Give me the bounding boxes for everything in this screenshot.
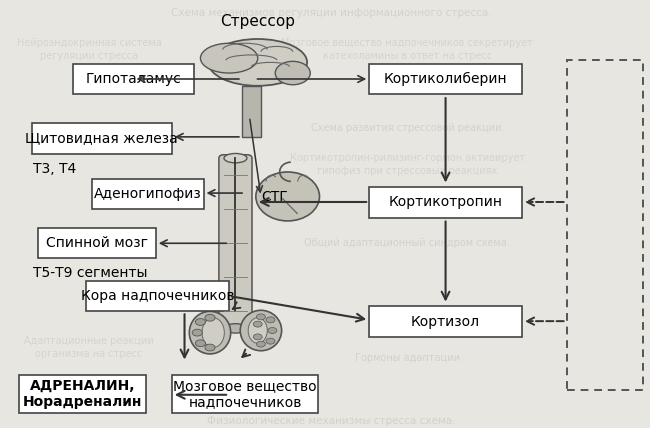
Text: Стрессор: Стрессор	[220, 14, 295, 29]
FancyBboxPatch shape	[172, 375, 318, 413]
Circle shape	[196, 340, 205, 347]
Circle shape	[266, 338, 275, 344]
Text: Кортизол: Кортизол	[411, 315, 480, 329]
Circle shape	[192, 329, 202, 336]
FancyBboxPatch shape	[369, 64, 522, 94]
Circle shape	[266, 317, 275, 323]
Circle shape	[257, 341, 265, 347]
Text: Спинной мозг: Спинной мозг	[46, 236, 148, 250]
FancyBboxPatch shape	[242, 86, 261, 137]
Ellipse shape	[224, 324, 247, 333]
FancyBboxPatch shape	[86, 281, 229, 311]
Ellipse shape	[275, 61, 310, 85]
Circle shape	[268, 327, 277, 333]
FancyBboxPatch shape	[19, 375, 146, 413]
Text: Кора надпочечников: Кора надпочечников	[81, 289, 234, 303]
Text: Общий адаптационный синдром схема.: Общий адаптационный синдром схема.	[304, 238, 510, 248]
Text: Физиологические механизмы стресса схема.: Физиологические механизмы стресса схема.	[207, 416, 455, 426]
Text: Схема развития стрессовой реакции.: Схема развития стрессовой реакции.	[311, 123, 504, 134]
Text: Гипоталамус: Гипоталамус	[86, 72, 181, 86]
Text: Мозговое вещество
надпочечников: Мозговое вещество надпочечников	[173, 379, 317, 410]
FancyBboxPatch shape	[92, 178, 203, 209]
Text: Гормоны адаптации: Гормоны адаптации	[355, 353, 460, 363]
Text: Кортикотропин: Кортикотропин	[389, 196, 502, 209]
Text: АДРЕНАЛИН,
Норадреналин: АДРЕНАЛИН, Норадреналин	[23, 379, 142, 410]
Circle shape	[205, 344, 215, 351]
Text: Щитовидная железа: Щитовидная железа	[25, 131, 178, 146]
Ellipse shape	[248, 318, 267, 343]
Ellipse shape	[209, 39, 307, 86]
Text: Аденогипофиз: Аденогипофиз	[94, 187, 202, 201]
Text: Т3, Т4: Т3, Т4	[33, 162, 76, 176]
Text: Кортиколиберин: Кортиколиберин	[384, 72, 508, 86]
Circle shape	[254, 321, 262, 327]
Circle shape	[205, 314, 215, 321]
Text: Кортикотропин-рилизинг-гормон активирует: Кортикотропин-рилизинг-гормон активирует	[290, 153, 525, 163]
FancyBboxPatch shape	[38, 228, 156, 258]
FancyBboxPatch shape	[369, 306, 522, 337]
Text: Т5-Т9 сегменты: Т5-Т9 сегменты	[33, 266, 148, 280]
Ellipse shape	[200, 43, 258, 73]
Text: Мозговое вещество надпочечников секретирует: Мозговое вещество надпочечников секретир…	[281, 38, 533, 48]
Circle shape	[257, 314, 265, 320]
Text: катехоламины в ответ на стресс: катехоламины в ответ на стресс	[323, 51, 492, 61]
Text: Схема механизмов регуляции информационного стресса.: Схема механизмов регуляции информационно…	[171, 9, 491, 18]
Text: Нейроэндокринная система: Нейроэндокринная система	[17, 38, 161, 48]
Text: регуляции стресса: регуляции стресса	[40, 51, 138, 61]
FancyBboxPatch shape	[219, 155, 252, 332]
Text: гипофиз при стрессовых реакциях: гипофиз при стрессовых реакциях	[317, 166, 497, 176]
FancyBboxPatch shape	[369, 187, 522, 218]
Text: СТГ: СТГ	[261, 190, 287, 204]
FancyBboxPatch shape	[32, 123, 172, 154]
Ellipse shape	[189, 311, 231, 354]
Ellipse shape	[256, 172, 320, 221]
Ellipse shape	[240, 310, 281, 351]
Ellipse shape	[224, 154, 247, 163]
Text: Адаптационные реакции: Адаптационные реакции	[24, 336, 154, 346]
Circle shape	[254, 334, 262, 340]
Text: организма на стресс: организма на стресс	[35, 349, 143, 359]
Circle shape	[196, 318, 205, 325]
FancyBboxPatch shape	[73, 64, 194, 94]
Ellipse shape	[202, 318, 224, 348]
